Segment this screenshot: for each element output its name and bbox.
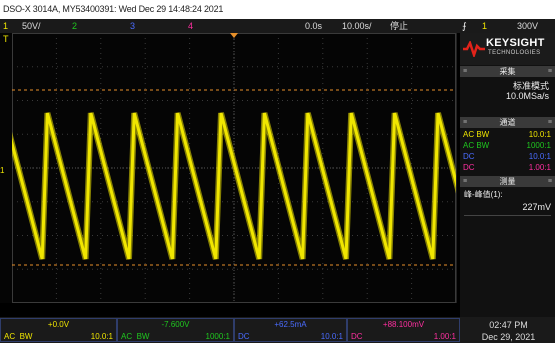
ch4-coupling: DC — [351, 332, 363, 341]
ch1-probe-ratio: 10.0:1 — [90, 332, 113, 341]
ch2-offset: -7.600V — [161, 320, 190, 329]
meas-label: 峰-峰值(1): — [464, 190, 503, 199]
ch3-ratio: 10.0:1 — [528, 152, 551, 161]
scope-screen: 1 50V/ 2 3 4 0.0s 10.00s/ 停止 ⨍ 1 300V T … — [0, 19, 555, 343]
brand-sub: TECHNOLOGIES — [488, 50, 541, 56]
menu-icon: ≡ — [463, 178, 468, 185]
brand-name: KEYSIGHT — [486, 37, 545, 49]
channel-info-bar: +0.0V AC BW 10.0:1 -7.600V AC BW 1000:1 … — [0, 317, 555, 343]
measurements-header[interactable]: ≡ 测量 ≡ — [460, 176, 555, 187]
ch3-coupling: DC — [238, 332, 250, 341]
ch4-info-box[interactable]: +88.100mV DC 1.00:1 — [347, 318, 460, 342]
trigger-channel[interactable]: 1 — [482, 21, 488, 31]
ch4-ratio: 1.00:1 — [528, 163, 551, 172]
channels-label: 通道 — [499, 118, 516, 127]
ch3-coupling: DC — [463, 152, 475, 161]
panel-ch2-row[interactable]: AC BW 1000:1 — [463, 140, 551, 151]
ch1-offset: +0.0V — [47, 320, 70, 329]
clock-date: Dec 29, 2021 — [481, 332, 536, 342]
ch1-ratio: 10.0:1 — [528, 130, 551, 139]
menu-icon: ≡ — [463, 119, 468, 126]
clock-time: 02:47 PM — [489, 320, 528, 330]
window-title: DSO-X 3014A, MY53400391: Wed Dec 29 14:4… — [0, 0, 555, 19]
ch4-offset: +88.100mV — [382, 320, 425, 329]
ch1-waveform — [12, 112, 456, 260]
waveform-display[interactable] — [12, 33, 457, 303]
trigger-icon: ⨍ — [462, 21, 467, 31]
ch4-coupling: DC — [463, 163, 475, 172]
acquisition-label: 采集 — [499, 67, 516, 76]
ch1-scale[interactable]: 50V/ — [22, 21, 41, 31]
ch4-indicator[interactable]: 4 — [188, 21, 194, 31]
ch2-info-box[interactable]: -7.600V AC BW 1000:1 — [117, 318, 234, 342]
ch3-indicator[interactable]: 3 — [130, 21, 136, 31]
ch4-probe-ratio: 1.00:1 — [433, 332, 456, 341]
time-scale[interactable]: 10.00s/ — [342, 21, 372, 31]
acq-rate: 10.0MSa/s — [505, 91, 549, 101]
panel-ch1-row[interactable]: AC BW 10.0:1 — [463, 129, 551, 140]
ch1-coupling: AC BW — [463, 130, 490, 139]
ch2-coupling: AC BW — [463, 141, 490, 150]
menu-icon: ≡ — [463, 68, 468, 75]
ch1-indicator[interactable]: 1 — [3, 21, 9, 31]
channels-header[interactable]: ≡ 通道 ≡ — [460, 117, 555, 128]
ch1-coupling-bw: AC BW — [4, 332, 33, 341]
panel-ch4-row[interactable]: DC 1.00:1 — [463, 162, 551, 173]
menu-icon: ≡ — [547, 178, 552, 185]
ch3-offset: +62.5mA — [274, 320, 307, 329]
panel-ch3-row[interactable]: DC 10.0:1 — [463, 151, 551, 162]
side-panel: KEYSIGHT TECHNOLOGIES ≡ 采集 ≡ 标准模式 10.0MS… — [460, 33, 555, 317]
waveform-graticule — [12, 33, 456, 303]
meas-value: 227mV — [522, 202, 551, 212]
ch2-ratio: 1000:1 — [526, 141, 551, 150]
time-offset[interactable]: 0.0s — [305, 21, 323, 31]
ch2-probe-ratio: 1000:1 — [205, 332, 230, 341]
divider — [464, 215, 551, 216]
trigger-t-marker: T — [3, 34, 9, 44]
left-marker-column: T 1 — [0, 33, 12, 303]
ch3-info-box[interactable]: +62.5mA DC 10.0:1 — [234, 318, 347, 342]
keysight-wave-icon — [463, 41, 485, 57]
measurements-label: 测量 — [499, 177, 516, 186]
acquisition-header[interactable]: ≡ 采集 ≡ — [460, 66, 555, 77]
ch1-ground-marker[interactable]: 1 — [0, 166, 5, 175]
ch2-indicator[interactable]: 2 — [72, 21, 78, 31]
ch3-probe-ratio: 10.0:1 — [320, 332, 343, 341]
menu-icon: ≡ — [547, 119, 552, 126]
trigger-position-icon — [230, 33, 238, 38]
ch1-info-box[interactable]: +0.0V AC BW 10.0:1 — [0, 318, 117, 342]
run-state[interactable]: 停止 — [390, 21, 409, 31]
ch2-coupling-bw: AC BW — [121, 332, 150, 341]
clock: 02:47 PM Dec 29, 2021 — [462, 317, 555, 343]
acq-mode: 标准模式 — [512, 81, 549, 91]
trigger-level[interactable]: 300V — [517, 21, 539, 31]
keysight-logo: KEYSIGHT TECHNOLOGIES — [460, 33, 555, 65]
menu-icon: ≡ — [547, 68, 552, 75]
status-bar: 1 50V/ 2 3 4 0.0s 10.00s/ 停止 ⨍ 1 300V — [0, 19, 555, 33]
